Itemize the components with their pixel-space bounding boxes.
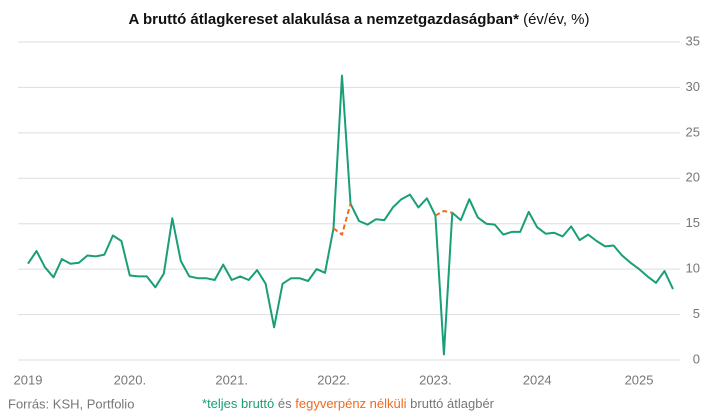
- x-tick-label: 2019: [14, 372, 43, 387]
- legend-suffix: bruttó átlagbér: [410, 396, 495, 411]
- legend: *teljes bruttó és fegyverpénz nélküli br…: [202, 396, 495, 411]
- legend-join: és: [278, 396, 292, 411]
- legend-entry: teljes bruttó: [207, 396, 274, 411]
- y-tick-label: 35: [686, 33, 700, 48]
- y-tick-label: 5: [693, 306, 700, 321]
- x-tick-label: 2024: [523, 372, 552, 387]
- legend-prefix: *: [202, 396, 207, 411]
- y-tick-label: 30: [686, 79, 700, 94]
- x-tick-label: 2021.: [215, 372, 248, 387]
- chart-subtitle: (év/év, %): [523, 11, 589, 28]
- x-tick-label: 2025: [625, 372, 654, 387]
- y-tick-label: 10: [686, 261, 700, 276]
- y-tick-label: 15: [686, 215, 700, 230]
- line-series: [27, 74, 674, 356]
- y-tick-label: 25: [686, 124, 700, 139]
- chart-title-group: A bruttó átlagkereset alakulása a nemzet…: [129, 11, 590, 28]
- y-tick-label: 0: [693, 351, 700, 366]
- line-series: [332, 203, 453, 236]
- x-tick-label: 2020.: [114, 372, 147, 387]
- source: Forrás: KSH, Portfolio: [8, 396, 134, 411]
- chart-title: A bruttó átlagkereset alakulása a nemzet…: [129, 11, 520, 28]
- legend-entry: fegyverpénz nélküli: [295, 396, 406, 411]
- x-tick-label: 2023.: [419, 372, 452, 387]
- x-tick-label: 2022.: [317, 372, 350, 387]
- y-tick-label: 20: [686, 170, 700, 185]
